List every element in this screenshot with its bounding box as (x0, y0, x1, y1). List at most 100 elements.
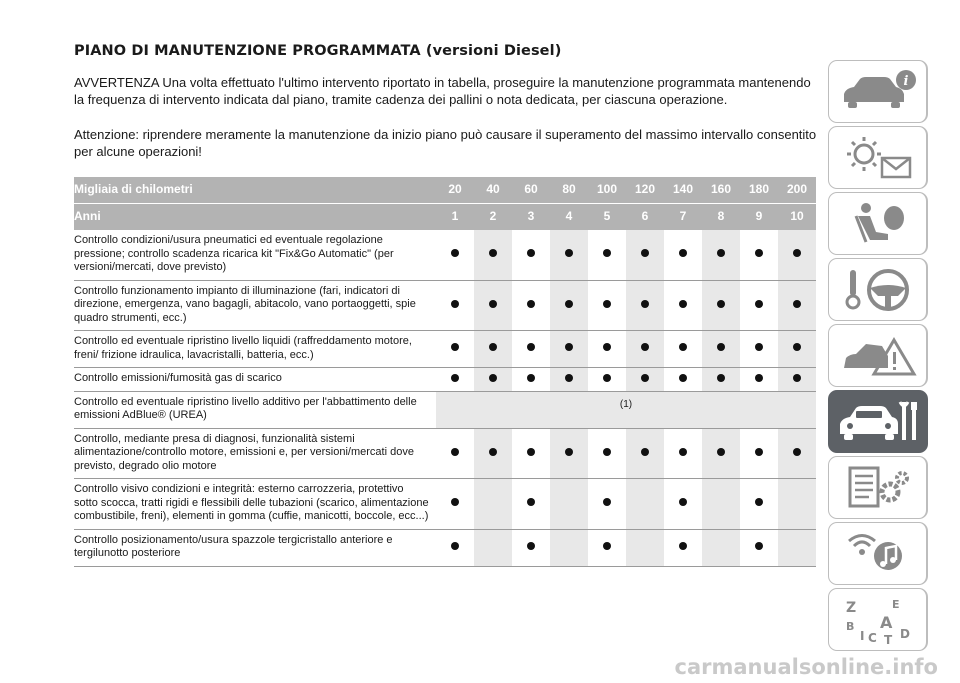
tab-safety[interactable] (828, 192, 928, 255)
scheduled-dot (603, 541, 611, 550)
schedule-cell (588, 529, 626, 567)
schedule-cell (740, 428, 778, 479)
km-header-value: 80 (550, 177, 588, 204)
schedule-cell (778, 230, 816, 281)
schedule-cell (778, 280, 816, 331)
schedule-cell (702, 529, 740, 567)
scheduled-dot (527, 299, 535, 308)
scheduled-dot (793, 373, 801, 382)
schedule-cell (626, 330, 664, 368)
schedule-cell (512, 230, 550, 281)
scheduled-dot (755, 498, 763, 506)
schedule-cell (626, 367, 664, 392)
schedule-cell (512, 428, 550, 479)
scheduled-dot (717, 299, 725, 308)
table-row: Controllo ed eventuale ripristino livell… (74, 330, 816, 368)
scheduled-dot (679, 373, 687, 382)
tab-multimedia[interactable] (828, 522, 928, 585)
years-header-value: 3 (512, 203, 550, 230)
scheduled-dot (451, 373, 459, 382)
tab-maintenance[interactable] (828, 390, 928, 453)
scheduled-dot (755, 343, 763, 352)
scheduled-dot (489, 343, 497, 352)
km-header-value: 140 (664, 177, 702, 204)
svg-text:C: C (868, 631, 877, 645)
svg-text:T: T (884, 633, 893, 646)
schedule-cell (664, 478, 702, 530)
scheduled-dot (451, 541, 459, 550)
table-row: Controllo emissioni/fumosità gas di scar… (74, 367, 816, 392)
schedule-cell (664, 529, 702, 567)
schedule-cell (778, 529, 816, 567)
scheduled-dot (527, 541, 535, 550)
schedule-cell (550, 367, 588, 392)
schedule-cell (512, 478, 550, 530)
schedule-cell (702, 478, 740, 530)
schedule-cell (474, 330, 512, 368)
tab-index[interactable]: Z E B A I C T D (828, 588, 928, 651)
note-reference: (1) (436, 391, 816, 429)
key-steering-wheel-icon (845, 268, 909, 311)
attention-paragraph: Attenzione: riprendere meramente la manu… (74, 127, 817, 159)
tab-technical-data[interactable] (828, 456, 928, 519)
scheduled-dot (793, 299, 801, 308)
svg-text:D: D (900, 627, 910, 641)
alphabetical-index-icon: Z E B A I C T D (846, 598, 910, 646)
schedule-cell (588, 280, 626, 331)
scheduled-dot (527, 343, 535, 352)
scheduled-dot (679, 299, 687, 308)
schedule-cell (740, 330, 778, 368)
years-header-label: Anni (74, 203, 436, 230)
tab-warning-lights[interactable] (828, 126, 928, 189)
schedule-cell (512, 330, 550, 368)
scheduled-dot (489, 299, 497, 308)
multimedia-music-icon (847, 533, 902, 570)
years-header-value: 6 (626, 203, 664, 230)
schedule-cell (436, 367, 474, 392)
tab-car-info[interactable]: i (828, 60, 928, 123)
scheduled-dot (527, 249, 535, 257)
scheduled-dot (679, 541, 687, 550)
schedule-cell (626, 428, 664, 479)
scheduled-dot (755, 447, 763, 456)
schedule-cell (474, 529, 512, 567)
schedule-cell (626, 478, 664, 530)
schedule-cell (512, 367, 550, 392)
schedule-cell (474, 428, 512, 479)
years-header-value: 9 (740, 203, 778, 230)
schedule-cell (740, 280, 778, 331)
schedule-cell (550, 529, 588, 567)
years-header-row: Anni 1 2 3 4 5 6 7 8 9 10 (74, 203, 816, 230)
scheduled-dot (565, 447, 573, 456)
tab-emergency[interactable] (828, 324, 928, 387)
tab-starting-driving[interactable] (828, 258, 928, 321)
schedule-cell (626, 280, 664, 331)
svg-text:I: I (860, 629, 864, 643)
schedule-cell (550, 330, 588, 368)
schedule-cell (550, 280, 588, 331)
km-header-value: 20 (436, 177, 474, 204)
km-header-value: 60 (512, 177, 550, 204)
scheduled-dot (489, 249, 497, 257)
scheduled-dot (603, 373, 611, 382)
svg-text:E: E (892, 598, 900, 611)
km-header-value: 160 (702, 177, 740, 204)
warning-paragraph: AVVERTENZA Una volta effettuato l'ultimo… (74, 75, 811, 107)
schedule-cell (740, 478, 778, 530)
technical-data-gears-icon (848, 466, 909, 507)
watermark-text: carmanualsonline.info (674, 655, 938, 679)
maintenance-schedule-table: Migliaia di chilometri 20 40 60 80 100 120 140… (74, 177, 816, 567)
scheduled-dot (641, 447, 649, 456)
airbag-seatbelt-icon (854, 202, 904, 243)
svg-text:i: i (903, 74, 908, 89)
schedule-cell (778, 367, 816, 392)
svg-text:B: B (846, 620, 854, 633)
schedule-cell (550, 230, 588, 281)
scheduled-dot (451, 343, 459, 352)
schedule-cell (588, 428, 626, 479)
scheduled-dot (489, 447, 497, 456)
scheduled-dot (451, 447, 459, 456)
scheduled-dot (755, 249, 763, 257)
operation-description: Controllo funzionamento impianto di illu… (74, 280, 436, 331)
km-header-value: 40 (474, 177, 512, 204)
